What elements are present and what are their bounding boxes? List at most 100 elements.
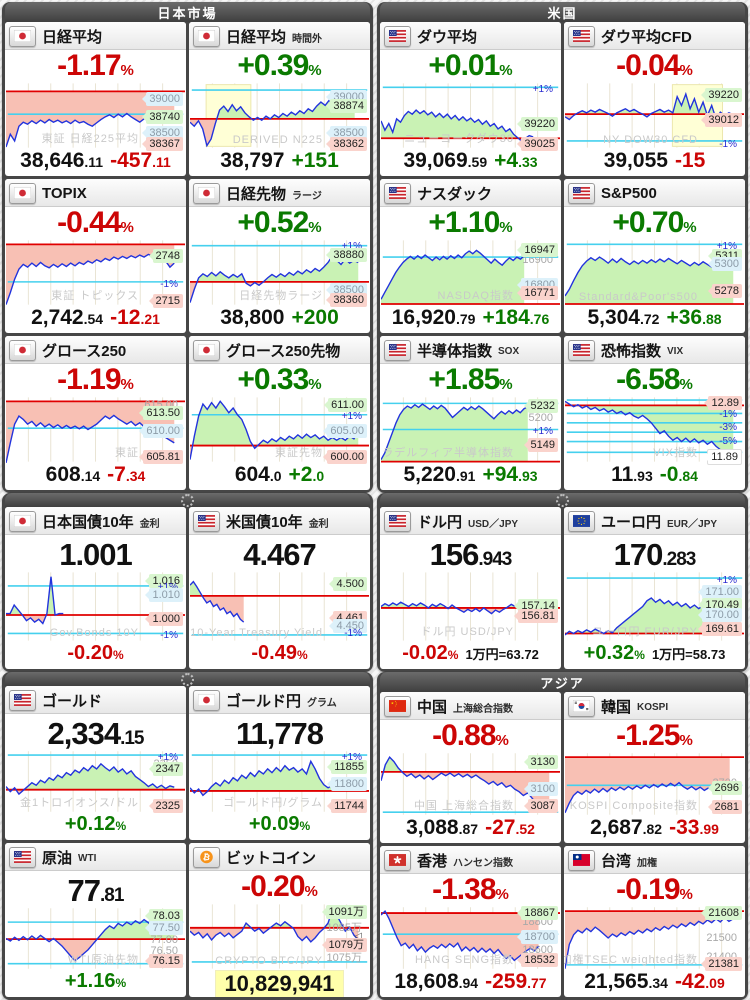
sparkline-chart [565,396,744,463]
taiwan-flag-icon[interactable] [568,849,595,871]
price-label: 1075万 [326,951,362,964]
sparkline-chart [6,750,185,813]
panel-nasdaq[interactable]: ナスダック +1.10% NASDAQ指数 16947 16900 16800 16771 1… [380,179,561,333]
chart-watermark: フィラデルフィア半導体指数 [380,447,514,459]
refresh-icon[interactable] [556,493,569,507]
panel-subtitle: ハンセン指数 [453,858,514,869]
chart-area: WTI原油先物 78.03 77.50 77.00 76.50 76.15 [6,907,185,970]
panel-hongkong-hsi[interactable]: 香港 ハンセン指数 -1.38% HANG SENG指数 18867 18800 18700… [380,846,561,997]
panel-subtitle: 金利 [139,519,160,530]
sparkline-chart [565,239,744,306]
bitcoin-icon[interactable]: ₿ [193,846,220,868]
japan-flag-icon[interactable] [9,339,36,361]
usa-flag-icon[interactable] [384,25,411,47]
refresh-icon[interactable] [181,672,194,686]
sparkline-chart [190,239,369,306]
japan-flag-icon[interactable] [193,182,220,204]
chart-watermark: 東証 [115,447,139,459]
japan-flag-icon[interactable] [9,510,36,532]
panel-nikkei225-afterhours[interactable]: 日経平均 時間外 +0.39% DERIVED N225 39000 38874 38500… [189,22,370,176]
price-change: +36.88 [666,306,722,329]
svg-text:₿: ₿ [202,851,211,862]
chart-area: 金1トロイオンス/ドル+1%235023472325 [6,750,185,813]
chart-watermark: 東証先物 [275,447,323,459]
china-flag-icon[interactable] [384,695,411,717]
panel-footer: 608.14 -7.34 [5,463,186,490]
panel-footer: 39,055 -15 [564,149,745,176]
chart-watermark: ドル円 USD/JPY [420,626,514,638]
chart-area: 東証先物 611.00 +1% 605.00 600.00 [190,396,369,464]
usa-flag-icon[interactable] [384,339,411,361]
percent-sign: % [308,61,322,79]
refresh-icon[interactable] [181,493,194,507]
usa-flag-icon[interactable] [9,846,36,868]
chart-area: 10-Year Treasury Yield 4.500 4.461 4.450 -1% [190,571,369,642]
price-change: -33.99 [669,816,719,839]
percent-change: -0.49% [251,642,308,664]
hong-kong-flag-icon[interactable] [384,849,411,871]
panel-dow[interactable]: ダウ平均 +0.01% ニューヨークダウ30 +1% 39220 39025 39,069.… [380,22,561,176]
usa-flag-icon[interactable] [9,689,36,711]
price-label: 1079万 [321,937,367,952]
current-value: 170.283 [613,537,697,572]
panel-nikkei-futures[interactable]: 日経先物 ラージ +0.52% 日経先物ラージ +1% 38880 38500 38360 38… [189,179,370,333]
price-label: 11744 [327,798,367,813]
chart-watermark: WTI原油先物 [67,954,139,966]
price-label: 76.15 [145,954,183,969]
panel-gold-jpy[interactable]: ゴールド円 グラム 11,778 ゴールド円/グラム +1% 11855 11800 1174… [189,686,370,840]
south-korea-flag-icon[interactable] [568,695,595,717]
japan-flag-icon[interactable] [9,182,36,204]
usa-flag-icon[interactable] [568,339,595,361]
japan-flag-icon[interactable] [193,339,220,361]
panel-title: ゴールド [42,692,103,710]
usa-flag-icon[interactable] [568,25,595,47]
panel-gold[interactable]: ゴールド2,334.15金1トロイオンス/ドル+1%235023472325+0… [5,686,186,840]
panel-header: S&P500 [564,179,745,207]
panel-nikkei225[interactable]: 日経平均 -1.17% 東証 日経225平均 39000 38740 38500 38367… [5,22,186,176]
panel-sp500[interactable]: S&P500 +0.70% Standard&Poor's500 +1% 5311 530… [564,179,745,333]
japan-flag-icon[interactable] [9,25,36,47]
price-label: 16947 [517,242,558,257]
panel-growth250-futures[interactable]: グロース250先物 +0.33% 東証先物 611.00 +1% 605.00 600.00… [189,336,370,490]
chart-area: ニューヨークダウ30 +1% 39220 39025 [381,82,560,151]
panel-growth250[interactable]: グロース250-1.19%東証615.00613.50610.00605.816… [5,336,186,490]
price-label: 4.500 [329,576,367,591]
usa-flag-icon[interactable] [193,510,220,532]
panel-footer: -0.20% [5,642,186,669]
panel-header: 香港 ハンセン指数 [380,846,561,874]
panel-china-sse[interactable]: 中国 上海総合指数 -0.88% 中国 上海総合指数 3130 3100 3087 3,088… [380,692,561,843]
panel-ust10y[interactable]: 米国債10年 金利 4.467 10-Year Treasury Yield 4.500… [189,507,370,669]
group-body: ゴールド2,334.15金1トロイオンス/ドル+1%235023472325+0… [5,686,370,997]
price-change: +151 [291,149,339,172]
percent-sign: % [495,885,509,903]
usa-flag-icon[interactable] [384,510,411,532]
panel-topix[interactable]: TOPIX -0.44% 東証 トピックス 2748 -1% 2715 2,742.54 -1… [5,179,186,333]
sparkline-chart [190,571,369,642]
panel-bitcoin[interactable]: ₿ ビットコイン -0.20% CRYPTO BTC/JPY 1091万 1085万 ◁ 10… [189,843,370,997]
price-label: 38500 [142,125,183,140]
percent-change: -1.38% [432,873,509,906]
eu-flag-icon[interactable] [568,510,595,532]
panel-eurjpy[interactable]: ユーロ円 EUR／JPY 170.283 ユーロ円 EUR/JPY +1% 171.00 1… [564,507,745,669]
price-label: 2681 [707,800,742,815]
panel-dow-cfd[interactable]: ダウ平均CFD -0.04% NY DOW30 CFD 39220 39012 -1% 39… [564,22,745,176]
japan-flag-icon[interactable] [193,25,220,47]
japan-flag-icon[interactable] [193,689,220,711]
chart-area: 日経先物ラージ +1% 38880 38500 38360 [190,239,369,307]
conversion-note: 1万円=58.73 [651,647,726,662]
panel-footer: 38,797 +151 [189,149,370,176]
panel-sox[interactable]: 半導体指数 SOX +1.85% フィラデルフィア半導体指数 52325200+1%51… [380,336,561,490]
price-label: 5278 [707,284,742,299]
usa-flag-icon[interactable] [568,182,595,204]
panel-oil-wti[interactable]: 原油 WTI 77.81 WTI原油先物 78.03 77.50 77.00 76.50 76.… [5,843,186,997]
panel-header: 米国債10年 金利 [189,507,370,535]
panel-usdjpy[interactable]: ドル円 USD／JPY 156.943 ドル円 USD/JPY 157.14 156.81… [380,507,561,669]
percent-sign: % [296,648,308,662]
panel-header: 台湾 加権 [564,846,745,874]
usa-flag-icon[interactable] [384,182,411,204]
panel-vix[interactable]: 恐怖指数 VIX -6.58% VIX指数 12.89 -1% -3% -5% 11.89 11.… [564,336,745,490]
chart-area: ゴールド円/グラム +1% 11855 11800 11744 [190,750,369,813]
